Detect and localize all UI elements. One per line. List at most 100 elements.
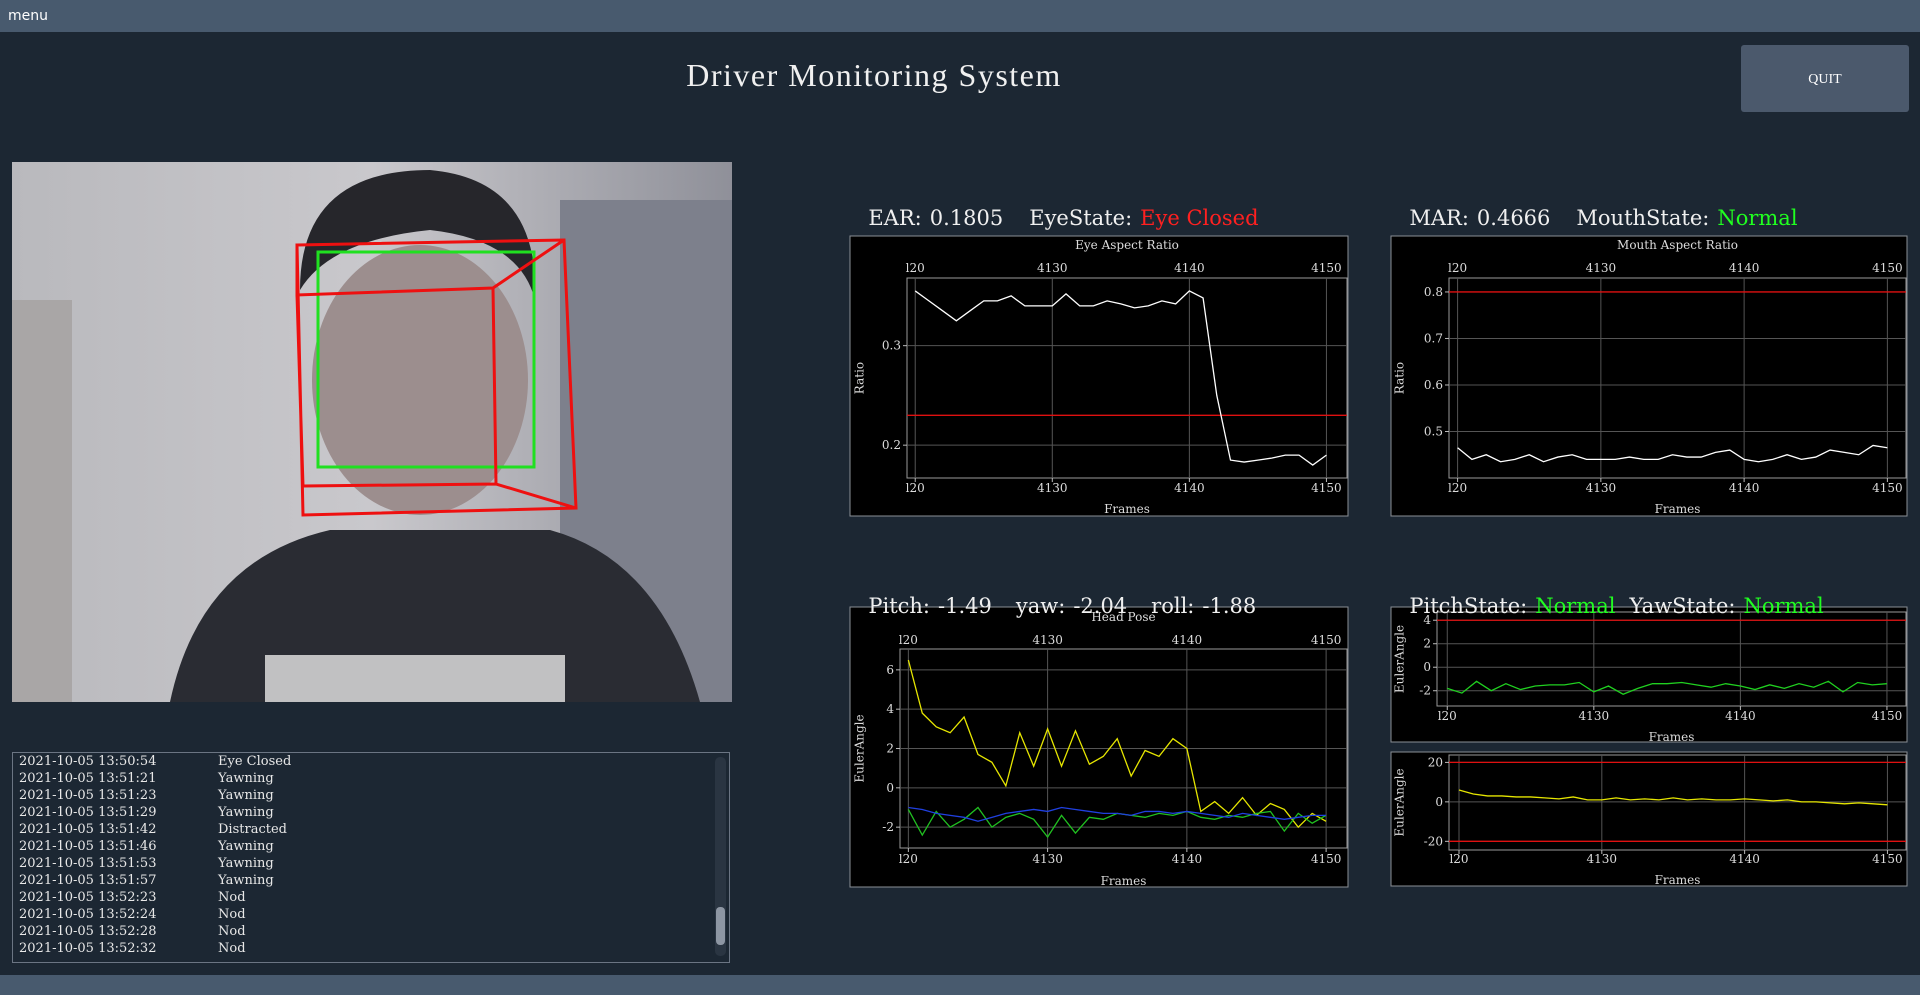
log-entry: 2021-10-05 13:51:23 Yawning	[19, 788, 274, 803]
y-tick-label: 2	[1423, 637, 1431, 651]
y-tick-label: 4	[1423, 613, 1431, 627]
y-tick-label: 0.6	[1424, 378, 1443, 392]
quit-button[interactable]	[1741, 45, 1909, 112]
y-axis-label: EulerAngle	[1393, 625, 1407, 693]
plot-frame	[906, 277, 1348, 479]
x-tick-label: 4130	[1579, 709, 1610, 723]
log-entry: 2021-10-05 13:52:32 Nod	[19, 941, 246, 956]
log-time: 2021-10-05 13:51:21	[19, 771, 157, 786]
log-time: 2021-10-05 13:50:54	[19, 754, 157, 769]
y-tick-label: -2	[1419, 684, 1431, 698]
mouth-state-label: MouthState:	[1576, 206, 1710, 230]
chart-panel	[849, 606, 1349, 888]
mar-value: 0.4666	[1476, 206, 1551, 230]
x-tick-label: l20	[906, 481, 925, 495]
y-tick-label: 6	[886, 663, 894, 677]
x-tick-label: 4130	[1587, 852, 1618, 866]
y-tick-label: -20	[1424, 834, 1443, 848]
y-tick-label: 0	[1435, 795, 1443, 809]
log-time: 2021-10-05 13:51:46	[19, 839, 157, 854]
log-entry: 2021-10-05 13:51:29 Yawning	[19, 805, 274, 820]
x-axis-label: Frames	[1655, 873, 1701, 887]
log-event: Nod	[218, 907, 246, 922]
x-tick-label: 4130	[1586, 481, 1617, 495]
x-tick-label: 4150	[1872, 852, 1903, 866]
app-title: Driver Monitoring System	[686, 57, 1062, 93]
log-time: 2021-10-05 13:51:42	[19, 822, 157, 837]
x-tick-label: l20	[899, 852, 918, 866]
x-tick-label: l20	[899, 633, 918, 647]
x-tick-label: 4140	[1729, 261, 1760, 275]
ear-value: 0.1805	[929, 206, 1004, 230]
yaw-label: yaw:	[1015, 594, 1066, 618]
chart-panel	[1390, 235, 1908, 517]
log-time: 2021-10-05 13:51:23	[19, 788, 157, 803]
log-event: Nod	[218, 924, 246, 939]
eye-state-label: EyeState:	[1029, 206, 1133, 230]
quit-label[interactable]: QUIT	[1808, 72, 1842, 87]
yaw-state-label: YawState:	[1629, 594, 1736, 618]
x-tick-label: 4130	[1032, 633, 1063, 647]
plot-frame	[1436, 611, 1907, 707]
chart-title: Eye Aspect Ratio	[1075, 238, 1179, 252]
x-tick-label: 4140	[1174, 481, 1205, 495]
x-tick-label: l20	[1448, 261, 1467, 275]
x-tick-label: 4130	[1037, 481, 1068, 495]
x-tick-label: 4130	[1032, 852, 1063, 866]
log-time: 2021-10-05 13:52:28	[19, 924, 157, 939]
log-time: 2021-10-05 13:52:24	[19, 907, 157, 922]
x-axis-label: Frames	[1649, 730, 1695, 744]
log-time: 2021-10-05 13:51:53	[19, 856, 157, 871]
x-tick-label: 4140	[1729, 481, 1760, 495]
menu[interactable]: menu	[8, 8, 48, 24]
log-event: Yawning	[218, 805, 274, 820]
y-tick-label: 0	[886, 781, 894, 795]
y-axis-label: EulerAngle	[1393, 768, 1407, 836]
log-entry: 2021-10-05 13:50:54 Eye Closed	[19, 754, 291, 769]
data-line	[908, 806, 1327, 822]
log-entry: 2021-10-05 13:51:21 Yawning	[19, 771, 274, 786]
x-tick-label: l20	[1438, 709, 1457, 723]
pose-status: Pitch: -1.49 yaw: -2.04 roll: -1.88	[855, 570, 1264, 618]
x-tick-label: l20	[906, 261, 925, 275]
scrollbar[interactable]	[715, 757, 726, 956]
chart-panel	[1390, 606, 1908, 743]
yaw-state: Normal	[1743, 594, 1824, 618]
x-axis-label: Frames	[1104, 502, 1150, 516]
x-axis-label: Frames	[1655, 502, 1701, 516]
scroll-thumb[interactable]	[716, 907, 725, 945]
log-event: Yawning	[218, 873, 274, 888]
x-tick-label: l20	[1449, 852, 1468, 866]
y-axis-label: Ratio	[1393, 362, 1407, 394]
log-time: 2021-10-05 13:52:32	[19, 941, 157, 956]
yaw-value: -2.04	[1073, 594, 1128, 618]
x-tick-label: 4150	[1311, 261, 1342, 275]
chart-panel	[1390, 751, 1908, 887]
roll-value: -1.88	[1202, 594, 1257, 618]
y-tick-label: 0.7	[1424, 331, 1443, 345]
pitch-label: Pitch:	[868, 594, 931, 618]
log-time: 2021-10-05 13:51:57	[19, 873, 157, 888]
y-axis-label: EulerAngle	[853, 714, 867, 782]
eye-state: Eye Closed	[1140, 206, 1259, 230]
camera-view	[12, 162, 732, 702]
x-tick-label: 4150	[1872, 709, 1903, 723]
log-event: Yawning	[218, 856, 274, 871]
data-line	[1457, 444, 1888, 463]
x-axis-label: Frames	[1101, 874, 1147, 888]
log-entry: 2021-10-05 13:51:46 Yawning	[19, 839, 274, 854]
x-tick-label: l20	[1448, 481, 1467, 495]
y-axis-label: Ratio	[853, 362, 867, 394]
x-tick-label: 4140	[1172, 852, 1203, 866]
log-entry: 2021-10-05 13:52:28 Nod	[19, 924, 246, 939]
chart-title: Mouth Aspect Ratio	[1617, 238, 1738, 252]
log-entry: 2021-10-05 13:51:53 Yawning	[19, 856, 274, 871]
x-tick-label: 4150	[1311, 481, 1342, 495]
roll-label: roll:	[1151, 594, 1195, 618]
data-line	[1458, 789, 1888, 806]
log-event: Distracted	[218, 822, 287, 837]
log-event: Yawning	[218, 771, 274, 786]
log-time: 2021-10-05 13:52:23	[19, 890, 157, 905]
log-entry: 2021-10-05 13:52:24 Nod	[19, 907, 246, 922]
log-time: 2021-10-05 13:51:29	[19, 805, 157, 820]
